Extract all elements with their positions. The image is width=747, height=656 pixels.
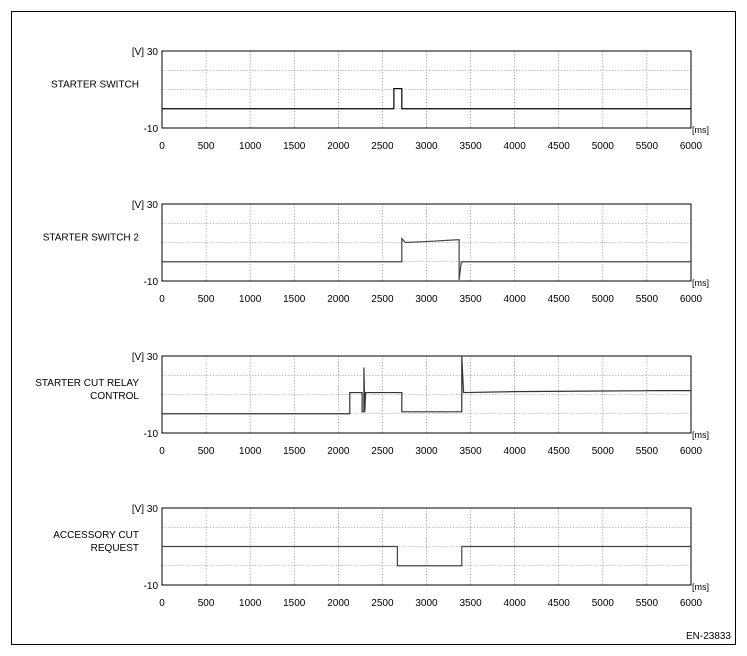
y-min-label: -10 (144, 277, 159, 288)
y-max-label: [V] 30 (132, 352, 159, 363)
x-tick-label: 2500 (371, 294, 394, 305)
x-tick-label: 4500 (548, 141, 571, 152)
x-tick-label: 5000 (592, 446, 615, 457)
x-tick-label: 1500 (283, 446, 306, 457)
signal-label: STARTER CUT RELAY (35, 378, 139, 389)
signal-waveform (162, 545, 691, 567)
x-tick-label: 500 (198, 598, 215, 609)
y-max-label: [V] 30 (132, 200, 159, 211)
y-max-label: [V] 30 (132, 504, 159, 515)
x-tick-label: 3000 (415, 141, 438, 152)
signal-label: REQUEST (91, 543, 139, 554)
x-tick-label: 2000 (327, 141, 350, 152)
x-tick-label: 6000 (680, 141, 703, 152)
y-min-label: -10 (144, 581, 159, 592)
chart-2: [V] 30 -100 500 1000 1500 2000 2500 3000 3500 400… (43, 200, 709, 305)
signal-label: CONTROL (90, 391, 139, 402)
x-tick-label: 3000 (415, 598, 438, 609)
x-tick-label: 4500 (548, 446, 571, 457)
signal-label: STARTER SWITCH (51, 80, 139, 91)
x-tick-label: 5500 (636, 598, 659, 609)
x-tick-label: 2500 (371, 446, 394, 457)
y-min-label: -10 (144, 124, 159, 135)
x-tick-label: 0 (159, 141, 165, 152)
x-unit-label: [ms] (692, 430, 709, 440)
figure-frame (11, 11, 736, 645)
x-tick-label: 5500 (636, 446, 659, 457)
x-tick-label: 1000 (239, 598, 262, 609)
chart-3: [V] 30 -100 500 1000 1500 2000 2500 3000 3500 400… (35, 352, 709, 457)
x-tick-label: 500 (198, 446, 215, 457)
x-tick-label: 4000 (504, 294, 527, 305)
x-tick-label: 6000 (680, 294, 703, 305)
y-max-label: [V] 30 (132, 47, 159, 58)
x-tick-label: 5500 (636, 294, 659, 305)
x-tick-label: 0 (159, 294, 165, 305)
plot-area (161, 203, 692, 282)
x-tick-label: 1500 (283, 598, 306, 609)
x-tick-label: 6000 (680, 446, 703, 457)
chart-4: [V] 30 -100 500 1000 1500 2000 2500 3000 3500 400… (53, 504, 709, 609)
x-tick-label: 2000 (327, 294, 350, 305)
x-tick-label: 6000 (680, 598, 703, 609)
x-unit-label: [ms] (692, 582, 709, 592)
signal-label: STARTER SWITCH 2 (43, 233, 140, 244)
x-tick-label: 1500 (283, 294, 306, 305)
signal-waveform (162, 237, 691, 281)
x-tick-label: 4000 (504, 598, 527, 609)
x-unit-label: [ms] (692, 125, 709, 135)
x-tick-label: 5000 (592, 598, 615, 609)
x-tick-label: 2500 (371, 598, 394, 609)
x-tick-label: 4500 (548, 294, 571, 305)
x-tick-label: 2000 (327, 598, 350, 609)
x-tick-label: 5000 (592, 294, 615, 305)
x-tick-label: 4000 (504, 141, 527, 152)
x-tick-label: 3000 (415, 294, 438, 305)
x-unit-label: [ms] (692, 278, 709, 288)
x-tick-label: 500 (198, 294, 215, 305)
signal-label: ACCESSORY CUT (53, 530, 139, 541)
x-tick-label: 0 (159, 446, 165, 457)
figure-id: EN-23833 (685, 631, 731, 642)
signal-waveform (162, 355, 691, 415)
x-tick-label: 3000 (415, 446, 438, 457)
x-tick-label: 1500 (283, 141, 306, 152)
x-tick-label: 1000 (239, 446, 262, 457)
x-tick-label: 3500 (459, 446, 482, 457)
signal-waveform (162, 87, 691, 110)
x-tick-label: 5000 (592, 141, 615, 152)
x-tick-label: 3500 (459, 294, 482, 305)
plot-area (161, 355, 692, 434)
x-tick-label: 4500 (548, 598, 571, 609)
x-tick-label: 3500 (459, 141, 482, 152)
chart-1: [V] 30 -100 500 1000 1500 2000 2500 3000 3500 400… (51, 47, 709, 152)
x-tick-label: 5500 (636, 141, 659, 152)
x-tick-label: 500 (198, 141, 215, 152)
x-tick-label: 0 (159, 598, 165, 609)
y-min-label: -10 (144, 429, 159, 440)
plot-area (161, 50, 692, 129)
x-tick-label: 3500 (459, 598, 482, 609)
x-tick-label: 2000 (327, 446, 350, 457)
x-tick-label: 1000 (239, 294, 262, 305)
x-tick-label: 4000 (504, 446, 527, 457)
x-tick-label: 1000 (239, 141, 262, 152)
x-tick-label: 2500 (371, 141, 394, 152)
